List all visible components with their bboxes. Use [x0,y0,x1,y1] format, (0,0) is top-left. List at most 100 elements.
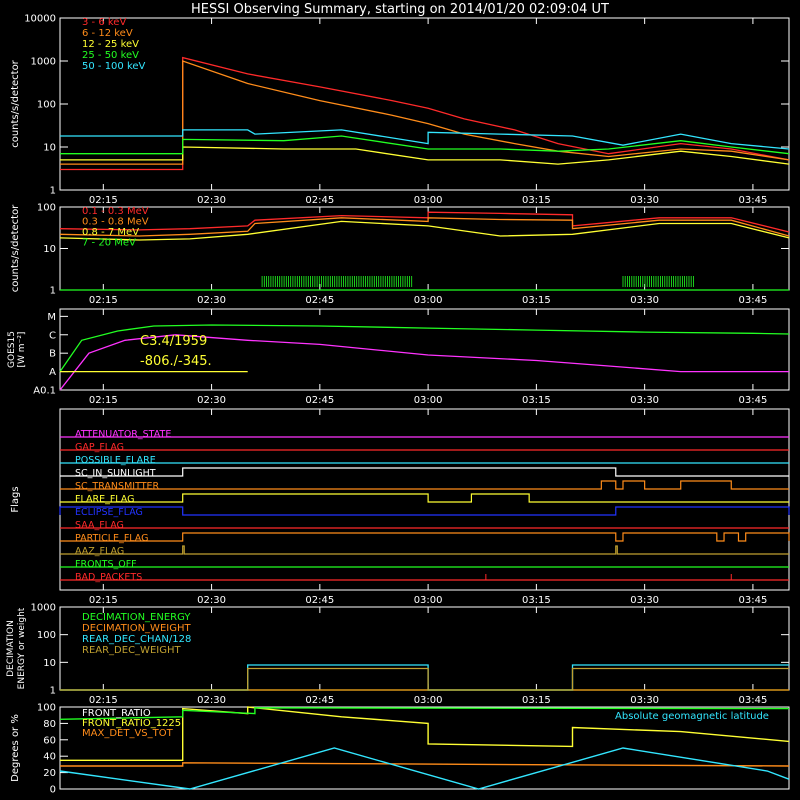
panel4-y-axis-label: Flags [10,486,21,512]
panel1-x-tick-label-1: 02:30 [197,195,226,206]
panel1-legend-3: 25 - 50 keV [82,50,139,61]
panel1-x-tick-label-6: 03:45 [738,195,767,206]
panel6-legend-geomagnetic-latitude: Absolute geomagnetic latitude [615,711,769,722]
panel5-x-tick-label-1: 02:30 [197,695,226,706]
panel1-y-tick-label-0: 1 [50,186,56,197]
flag-label-8: PARTICLE_FLAG [75,533,148,544]
panel1-legend-2: 12 - 25 keV [82,39,139,50]
panel2-y-tick-label-2: 100 [37,203,56,214]
panel1-y-tick-label-2: 100 [37,100,56,111]
panel1-y-tick-label-1: 10 [43,143,56,154]
panel1-series-2-line [60,146,790,165]
panel6-y-tick-label-2: 40 [43,752,56,763]
panel1-legend-0: 3 - 6 keV [82,17,126,28]
panel1-count-rate-chart: 1 10 100 1000 10000 02:15 02:30 02:45 03:00 03:15… [10,14,790,206]
panel5-x-tick-label-3: 03:00 [414,695,443,706]
panel3-y-tick-label-3: C [49,330,56,341]
panel5-y-tick-label-2: 100 [37,630,56,641]
panel4-x-tick-label-0: 02:15 [89,595,118,606]
panel4-flags-chart: 02:15 02:30 02:45 03:00 03:15 03:30 03:45 Flags… [10,408,790,606]
panel4-x-tick-label-5: 03:30 [630,595,659,606]
panel3-x-tick-label-2: 02:45 [305,395,334,406]
flag-label-0: ATTENUATOR_STATE [75,429,171,440]
panel2-series-0-line [59,211,790,233]
flag-trace-6 [59,506,790,516]
panel6-y-tick-label-3: 60 [43,735,56,746]
flag-label-11: BAD_PACKETS [75,572,142,583]
panel6-legend-0: FRONT_RATIO [82,708,151,719]
panel6-y-tick-label-5: 100 [37,703,56,714]
panel3-series-0-line [59,324,790,372]
panel6-y-tick-label-1: 20 [43,768,56,779]
panel1-x-tick-label-2: 02:45 [305,195,334,206]
panel3-y-tick-label-0: A0.1 [33,386,56,397]
panel3-x-tick-label-5: 03:30 [630,395,659,406]
panel1-y-tick-label-4: 10000 [24,14,56,25]
panel4-frame [59,408,790,591]
panel6-y-axis-label: Degrees or % [10,714,21,782]
panel2-y-tick-label-1: 10 [43,244,56,255]
panel5-x-tick-label-5: 03:30 [630,695,659,706]
flag-trace-9 [60,545,789,555]
panel6-y-tick-label-0: 0 [50,785,56,796]
panel3-x-tick-label-6: 03:45 [738,395,767,406]
panel3-annotation-position: -806./-345. [140,354,212,369]
panel2-legend-2: 0.8 - 7 MeV [82,227,139,238]
panel6-series-2-line [60,762,790,767]
panel6-legend-2: MAX_DET_VS_TOT [82,728,174,739]
panel4-x-tick-label-6: 03:45 [738,595,767,606]
panel3-frame [59,308,790,391]
panel6-ratio-chart: 0 20 40 60 80 100 Degrees or % FRONT_RATIOFRONT… [10,703,790,796]
panel2-high-energy-chart: 1 10 100 02:15 02:30 02:45 03:00 03:15 03:30 03:4… [10,203,790,306]
panel1-x-tick-label-4: 03:15 [522,195,551,206]
panel2-y-axis-label: counts/s/detector [10,204,21,292]
panel5-y-tick-label-0: 1 [50,686,56,697]
panel6-legend-1: FRONT_RATIO_1225 [82,718,181,729]
panel1-legend-4: 50 - 100 keV [82,61,146,72]
panel3-x-tick-label-4: 03:15 [522,395,551,406]
flag-label-10: FRONTS_OFF [75,559,137,570]
panel5-x-tick-label-4: 03:15 [522,695,551,706]
panel2-frame [59,206,790,291]
flag-label-3: SC_IN_SUNLIGHT [75,468,156,479]
panel1-x-tick-label-3: 03:00 [414,195,443,206]
panel4-x-tick-label-1: 02:30 [197,595,226,606]
panel5-x-tick-label-2: 02:45 [305,695,334,706]
panel5-legend-2: REAR_DEC_CHAN/128 [82,634,191,645]
panel1-y-axis-label: counts/s/detector [10,59,21,147]
flag-trace-8 [60,532,790,542]
panel6-series-3-line [59,747,790,790]
panel2-x-tick-label-4: 03:15 [522,295,551,306]
panel5-legend-1: DECIMATION_WEIGHT [82,623,191,634]
panel1-x-tick-label-0: 02:15 [89,195,118,206]
panel5-decimation-chart: 1 10 100 1000 02:15 02:30 02:45 03:00 03:15 03:30… [6,603,790,706]
panel2-x-tick-label-1: 02:30 [197,295,226,306]
panel1-series-4-line [60,129,790,150]
panel4-x-tick-label-4: 03:15 [522,595,551,606]
panel2-legend-3: 7 - 20 MeV [82,238,136,249]
panel2-x-tick-label-3: 03:00 [414,295,443,306]
panel5-y-tick-label-1: 10 [43,658,56,669]
panel2-legend-1: 0.3 - 0.8 MeV [82,217,149,228]
panel5-y-axis-label-line2: ENERGY or weight [17,607,27,689]
panel3-x-tick-label-0: 02:15 [89,395,118,406]
panel3-y-tick-label-4: M [47,312,56,323]
panel1-series-3-line [60,135,790,155]
figure-title: HESSI Observing Summary, starting on 201… [191,2,609,17]
panel2-legend-0: 0.1 - 0.3 MeV [82,206,149,217]
panel1-series-0-line [60,56,790,171]
panel3-annotation-peak: C3.4/1959 [140,334,207,349]
panel1-legend-1: 6 - 12 keV [82,28,133,39]
flag-label-4: SC_TRANSMITTER [75,481,160,492]
panel5-y-axis-label-line1: DECIMATION [6,620,16,677]
panel2-x-tick-label-0: 02:15 [89,295,118,306]
panel2-y-tick-label-0: 1 [50,286,56,297]
panel5-x-tick-label-0: 02:15 [89,695,118,706]
panel2-x-tick-label-6: 03:45 [738,295,767,306]
panel6-y-tick-label-4: 80 [43,719,56,730]
panel2-series-1-line [59,217,790,237]
panel2-x-tick-label-2: 02:45 [305,295,334,306]
panel3-series-1-line [59,334,789,391]
flag-trace-4 [60,480,789,490]
